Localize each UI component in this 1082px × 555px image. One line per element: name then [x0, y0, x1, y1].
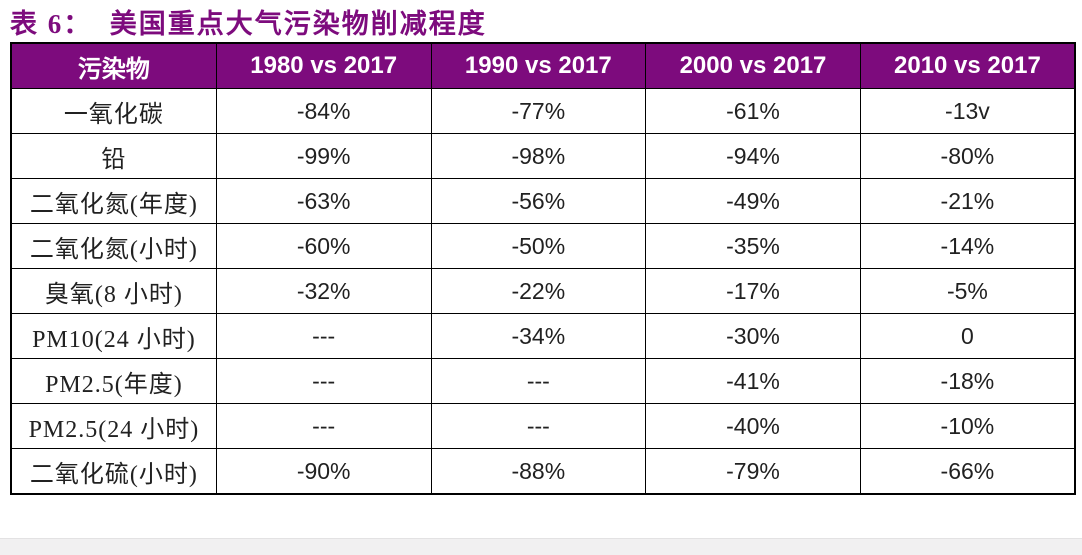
table-row: 臭氧(8 小时) -32% -22% -17% -5% — [10, 268, 1076, 314]
table-row: 一氧化碳 -84% -77% -61% -13v — [10, 88, 1076, 134]
header-cell-period: 1980 vs 2017 — [215, 42, 432, 89]
pollutant-label: 二氧化氮(小时) — [10, 223, 217, 269]
value-cell: -50% — [430, 223, 647, 269]
table-row: 二氧化硫(小时) -90% -88% -79% -66% — [10, 448, 1076, 495]
value-cell: -98% — [430, 133, 647, 179]
pollutant-label: 二氧化氮(年度) — [10, 178, 217, 224]
value-cell: -41% — [645, 358, 861, 404]
header-cell-pollutant: 污染物 — [10, 42, 217, 89]
table-row: 铅 -99% -98% -94% -80% — [10, 133, 1076, 179]
value-cell: -56% — [430, 178, 647, 224]
header-cell-period: 2010 vs 2017 — [859, 42, 1076, 89]
pollutant-label: PM10(24 小时) — [10, 313, 217, 359]
table-header-row: 污染物 1980 vs 2017 1990 vs 2017 2000 vs 2017 2… — [10, 42, 1076, 89]
value-cell: -77% — [430, 88, 647, 134]
value-cell: -94% — [645, 133, 861, 179]
value-cell: -99% — [215, 133, 432, 179]
table-body: 一氧化碳 -84% -77% -61% -13v 铅 -99% -98% -94% -80% 二氧化… — [10, 88, 1076, 495]
table-row: 二氧化氮(年度) -63% -56% -49% -21% — [10, 178, 1076, 224]
header-cell-period: 1990 vs 2017 — [430, 42, 647, 89]
value-cell: -35% — [645, 223, 861, 269]
value-cell: -88% — [430, 448, 647, 495]
value-cell: -17% — [645, 268, 861, 314]
value-cell: -49% — [645, 178, 861, 224]
value-cell: -30% — [645, 313, 861, 359]
value-cell: -34% — [430, 313, 647, 359]
value-cell: -40% — [645, 403, 861, 449]
page-footer-band — [0, 538, 1082, 555]
value-cell: -63% — [215, 178, 432, 224]
value-cell: -13v — [859, 88, 1076, 134]
header-cell-period: 2000 vs 2017 — [645, 42, 861, 89]
value-cell: 0 — [859, 313, 1076, 359]
value-cell: -60% — [215, 223, 432, 269]
value-cell: --- — [430, 403, 647, 449]
value-cell: -22% — [430, 268, 647, 314]
pollutant-label: PM2.5(年度) — [10, 358, 217, 404]
pollutant-label: PM2.5(24 小时) — [10, 403, 217, 449]
pollutant-label: 铅 — [10, 133, 217, 179]
table-row: PM2.5(年度) --- --- -41% -18% — [10, 358, 1076, 404]
pollutant-label: 一氧化碳 — [10, 88, 217, 134]
value-cell: --- — [430, 358, 647, 404]
value-cell: --- — [215, 358, 432, 404]
pollutant-reduction-table: 污染物 1980 vs 2017 1990 vs 2017 2000 vs 2017 2… — [10, 42, 1076, 495]
value-cell: -18% — [859, 358, 1076, 404]
value-cell: --- — [215, 313, 432, 359]
table-row: 二氧化氮(小时) -60% -50% -35% -14% — [10, 223, 1076, 269]
value-cell: -80% — [859, 133, 1076, 179]
table-row: PM10(24 小时) --- -34% -30% 0 — [10, 313, 1076, 359]
table-row: PM2.5(24 小时) --- --- -40% -10% — [10, 403, 1076, 449]
value-cell: -90% — [215, 448, 432, 495]
pollutant-label: 二氧化硫(小时) — [10, 448, 217, 495]
value-cell: -61% — [645, 88, 861, 134]
value-cell: -5% — [859, 268, 1076, 314]
value-cell: -79% — [645, 448, 861, 495]
value-cell: -84% — [215, 88, 432, 134]
value-cell: -10% — [859, 403, 1076, 449]
value-cell: -32% — [215, 268, 432, 314]
value-cell: -14% — [859, 223, 1076, 269]
value-cell: -21% — [859, 178, 1076, 224]
value-cell: --- — [215, 403, 432, 449]
value-cell: -66% — [859, 448, 1076, 495]
pollutant-label: 臭氧(8 小时) — [10, 268, 217, 314]
table-title: 表 6： 美国重点大气污染物削减程度 — [10, 9, 487, 39]
